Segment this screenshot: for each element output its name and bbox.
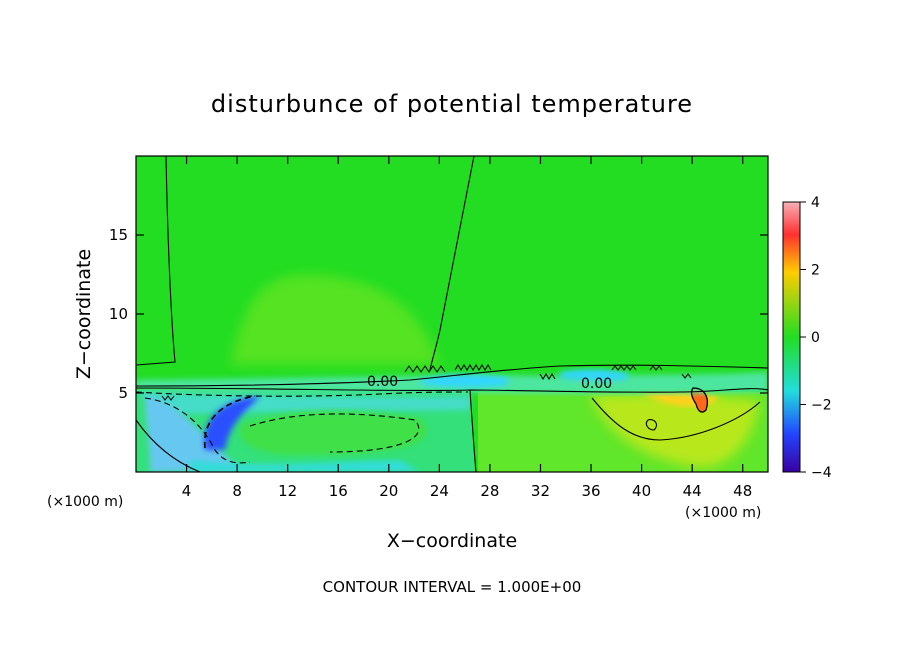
colorbar-tick-label: 2 [811,263,820,279]
contour-zero-upper-left [136,156,176,366]
y-tick-label: 5 [118,384,128,402]
contour-dashed-upper [136,391,469,397]
x-tick-label: 20 [379,482,398,500]
contour-zero-base-west [136,419,201,472]
x-tick-label: 4 [182,482,192,500]
contours [136,156,768,472]
colorbar-tick-label: 4 [811,195,820,211]
contour-label-west: 0.00 [367,374,398,390]
x-tick-label: 8 [232,482,242,500]
x-unit-right: (×1000 m) [685,505,761,521]
base-cold-strip [190,460,420,472]
contour-zero-interface [136,364,768,387]
colorbar-tick-label: 0 [811,330,820,346]
interface-noise-c [539,373,556,380]
x-tick-label: 12 [278,482,297,500]
contour-dashed-core [203,395,256,449]
x-axis: 4 8 12 16 20 24 28 32 36 40 44 48 [182,156,752,500]
lee-plume-region [230,274,440,365]
cold-layer-band [136,392,470,415]
x-tick-label: 16 [329,482,348,500]
y-tick-label: 15 [109,226,128,244]
contour-zero-east-loop [591,397,761,441]
contour-zero-east-loop-small [645,419,657,431]
interface-noise-d [611,365,637,371]
y-axis-label: Z−coordinate [73,249,95,379]
contour-dashed-west [144,397,251,464]
interface-cold-patches [420,369,630,388]
interface-noise-a [404,365,446,373]
colorbar-tick-label: −2 [811,398,832,414]
x-tick-label: 40 [632,482,651,500]
interface-noise-f [681,373,692,379]
cold-pool-region [145,395,240,472]
warm-zone-east-core [590,393,760,468]
interface-noise-e [649,365,663,371]
x-tick-label: 44 [683,482,702,500]
x-unit-left: (×1000 m) [47,494,123,510]
x-tick-label: 36 [581,482,600,500]
x-tick-label: 28 [480,482,499,500]
contour-zero-lower-interface [136,387,768,393]
interface-noise-g [161,395,175,401]
colorbar-tick-label: −4 [811,465,832,481]
chart-title: disturbunce of potential temperature [211,90,693,118]
warm-anomaly-region [691,388,708,412]
x-axis-label: X−coordinate [387,530,517,552]
x-tick-label: 32 [531,482,550,500]
interface-noise [161,364,692,401]
inner-zone-west-region [239,410,427,455]
plot-area: 0.00 0.00 [136,156,768,472]
y-axis: 5 10 15 [109,226,768,402]
colorbar-ticks: 4 2 0 −2 −4 [800,195,832,481]
contour-interval: CONTOUR INTERVAL = 1.000E+00 [323,578,582,596]
contour-positive-warm [690,387,708,413]
x-tick-label: 24 [430,482,449,500]
contour-zero-east-wall [469,389,477,472]
cold-pool-core-region [204,396,260,450]
colorbar [782,201,801,473]
interface-noise-b [454,364,492,371]
x-tick-label: 48 [733,482,752,500]
contour-label-east: 0.00 [581,376,612,392]
y-tick-label: 10 [109,305,128,323]
contour-zero-tilted [429,156,475,371]
